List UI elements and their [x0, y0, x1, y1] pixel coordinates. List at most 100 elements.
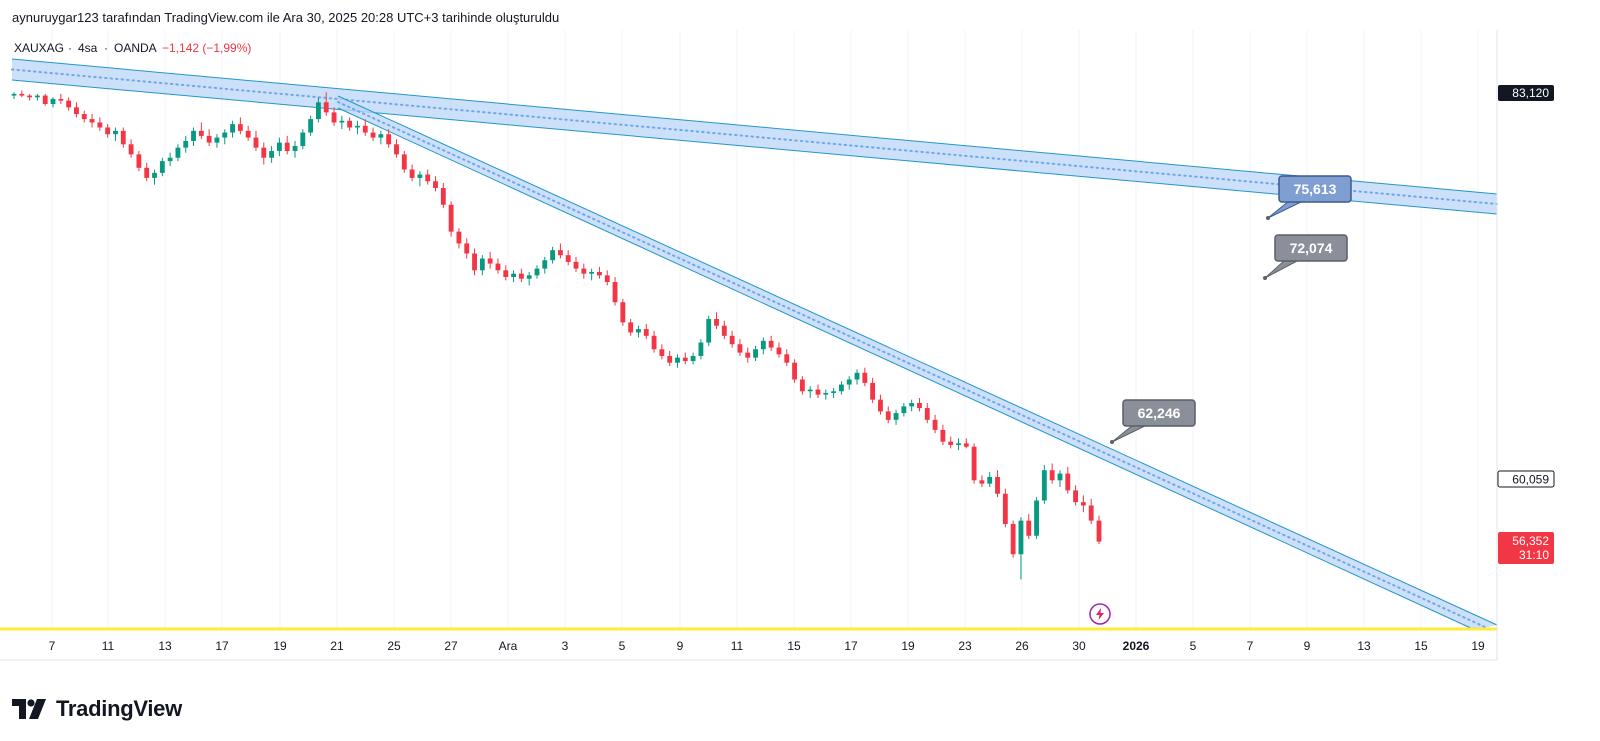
candle	[924, 403, 930, 424]
time-tick-label: 9	[1304, 639, 1311, 653]
candle	[34, 93, 40, 101]
candle	[963, 438, 969, 449]
candle	[1057, 470, 1063, 488]
candle	[401, 151, 407, 173]
price-callout[interactable]: 62,246	[1110, 399, 1196, 444]
top-marker-value: 83,120	[1512, 86, 1549, 100]
candle	[308, 115, 314, 136]
symbol-legend: XAUXAG · 4sa · OANDA −1,142 (−1,99%)	[14, 41, 251, 55]
candle	[230, 120, 235, 138]
long-channel-lower-line	[11, 79, 1498, 215]
candle	[214, 134, 220, 148]
candle	[331, 107, 337, 126]
candle	[854, 369, 860, 385]
chart-credit-header: aynuruygar123 tarafından TradingView.com…	[12, 10, 559, 25]
candle	[1041, 465, 1047, 504]
candle	[589, 268, 595, 281]
source-label: OANDA	[114, 41, 157, 55]
price-callout[interactable]: 72,074	[1263, 234, 1348, 280]
candle	[448, 201, 454, 237]
candle	[417, 171, 423, 187]
candle	[557, 243, 563, 259]
candle	[909, 399, 915, 412]
tradingview-logo-icon	[12, 699, 46, 719]
time-tick-label: 19	[1471, 639, 1485, 653]
candle	[979, 475, 985, 488]
candle	[42, 93, 48, 106]
time-tick-label: 11	[731, 639, 744, 653]
last-price-label: 56,352 31:10	[1498, 532, 1554, 564]
time-tick-label: 11	[102, 639, 115, 653]
candle	[565, 250, 571, 266]
candle	[339, 115, 345, 130]
candle	[89, 114, 95, 128]
candle	[659, 344, 665, 360]
time-tick-label: 19	[273, 639, 287, 653]
candle	[776, 342, 782, 358]
candle	[495, 258, 501, 274]
long-channel-median-line	[11, 68, 1498, 205]
candle	[456, 228, 462, 249]
steep-channel-lower-line	[337, 107, 1476, 631]
candle	[316, 97, 321, 123]
candle	[159, 157, 165, 177]
candle	[237, 117, 243, 135]
candle	[511, 270, 516, 283]
candle	[464, 238, 470, 259]
candle	[355, 120, 360, 135]
candle	[120, 127, 126, 148]
candle	[97, 117, 103, 131]
time-tick-label: 15	[787, 639, 801, 653]
trend-channels[interactable]	[11, 58, 1498, 631]
candle	[948, 436, 954, 449]
candle	[807, 386, 813, 398]
candle	[597, 266, 602, 279]
candle	[838, 381, 844, 395]
candle	[940, 424, 946, 446]
candle	[675, 354, 680, 368]
candle	[690, 352, 696, 365]
long-channel-fill	[12, 59, 1497, 214]
candle	[50, 97, 56, 108]
last-price-value: 56,352	[1512, 534, 1549, 548]
tradingview-wordmark: TradingView	[56, 696, 182, 721]
long-channel[interactable]	[11, 58, 1498, 215]
candle	[1018, 517, 1024, 580]
candle	[862, 367, 868, 387]
tradingview-brand[interactable]: TradingView	[12, 694, 182, 724]
candle	[1065, 466, 1071, 494]
lightning-icon[interactable]	[1089, 603, 1111, 625]
candle	[27, 93, 33, 101]
time-axis[interactable]: 7 11 13 17 19 21 25 27 Ara 3 5 9 11 15 17 19 23 26 30 2026 5…	[0, 639, 1497, 661]
candle	[81, 110, 87, 123]
reference-price-value: 60,059	[1512, 473, 1549, 487]
candle	[714, 312, 719, 330]
candle	[323, 92, 329, 116]
candle	[971, 443, 977, 484]
candle	[198, 122, 204, 140]
candle	[433, 176, 438, 192]
candle	[995, 470, 1000, 498]
candle	[503, 265, 509, 281]
candle	[386, 129, 392, 148]
price-callouts[interactable]: 75,613 72,074 62,246	[1110, 175, 1352, 444]
candle	[378, 130, 384, 145]
candle	[542, 256, 548, 274]
candle	[11, 92, 17, 99]
separator-1: ·	[68, 41, 72, 55]
candle	[1034, 497, 1039, 540]
bar-countdown: 31:10	[1519, 548, 1549, 562]
steep-channel[interactable]	[337, 95, 1498, 631]
time-tick-label: 2026	[1123, 639, 1150, 653]
candle	[128, 139, 134, 158]
price-axis[interactable]: 86,00084,00082,00080,00078,00076,00074,0…	[1496, 0, 1549, 660]
candle	[276, 137, 282, 157]
candle	[729, 330, 735, 348]
candle	[815, 384, 821, 398]
candle	[284, 135, 290, 155]
price-callout[interactable]: 75,613	[1266, 175, 1352, 220]
candle	[175, 144, 181, 162]
candle	[792, 359, 797, 383]
candle	[370, 127, 376, 141]
